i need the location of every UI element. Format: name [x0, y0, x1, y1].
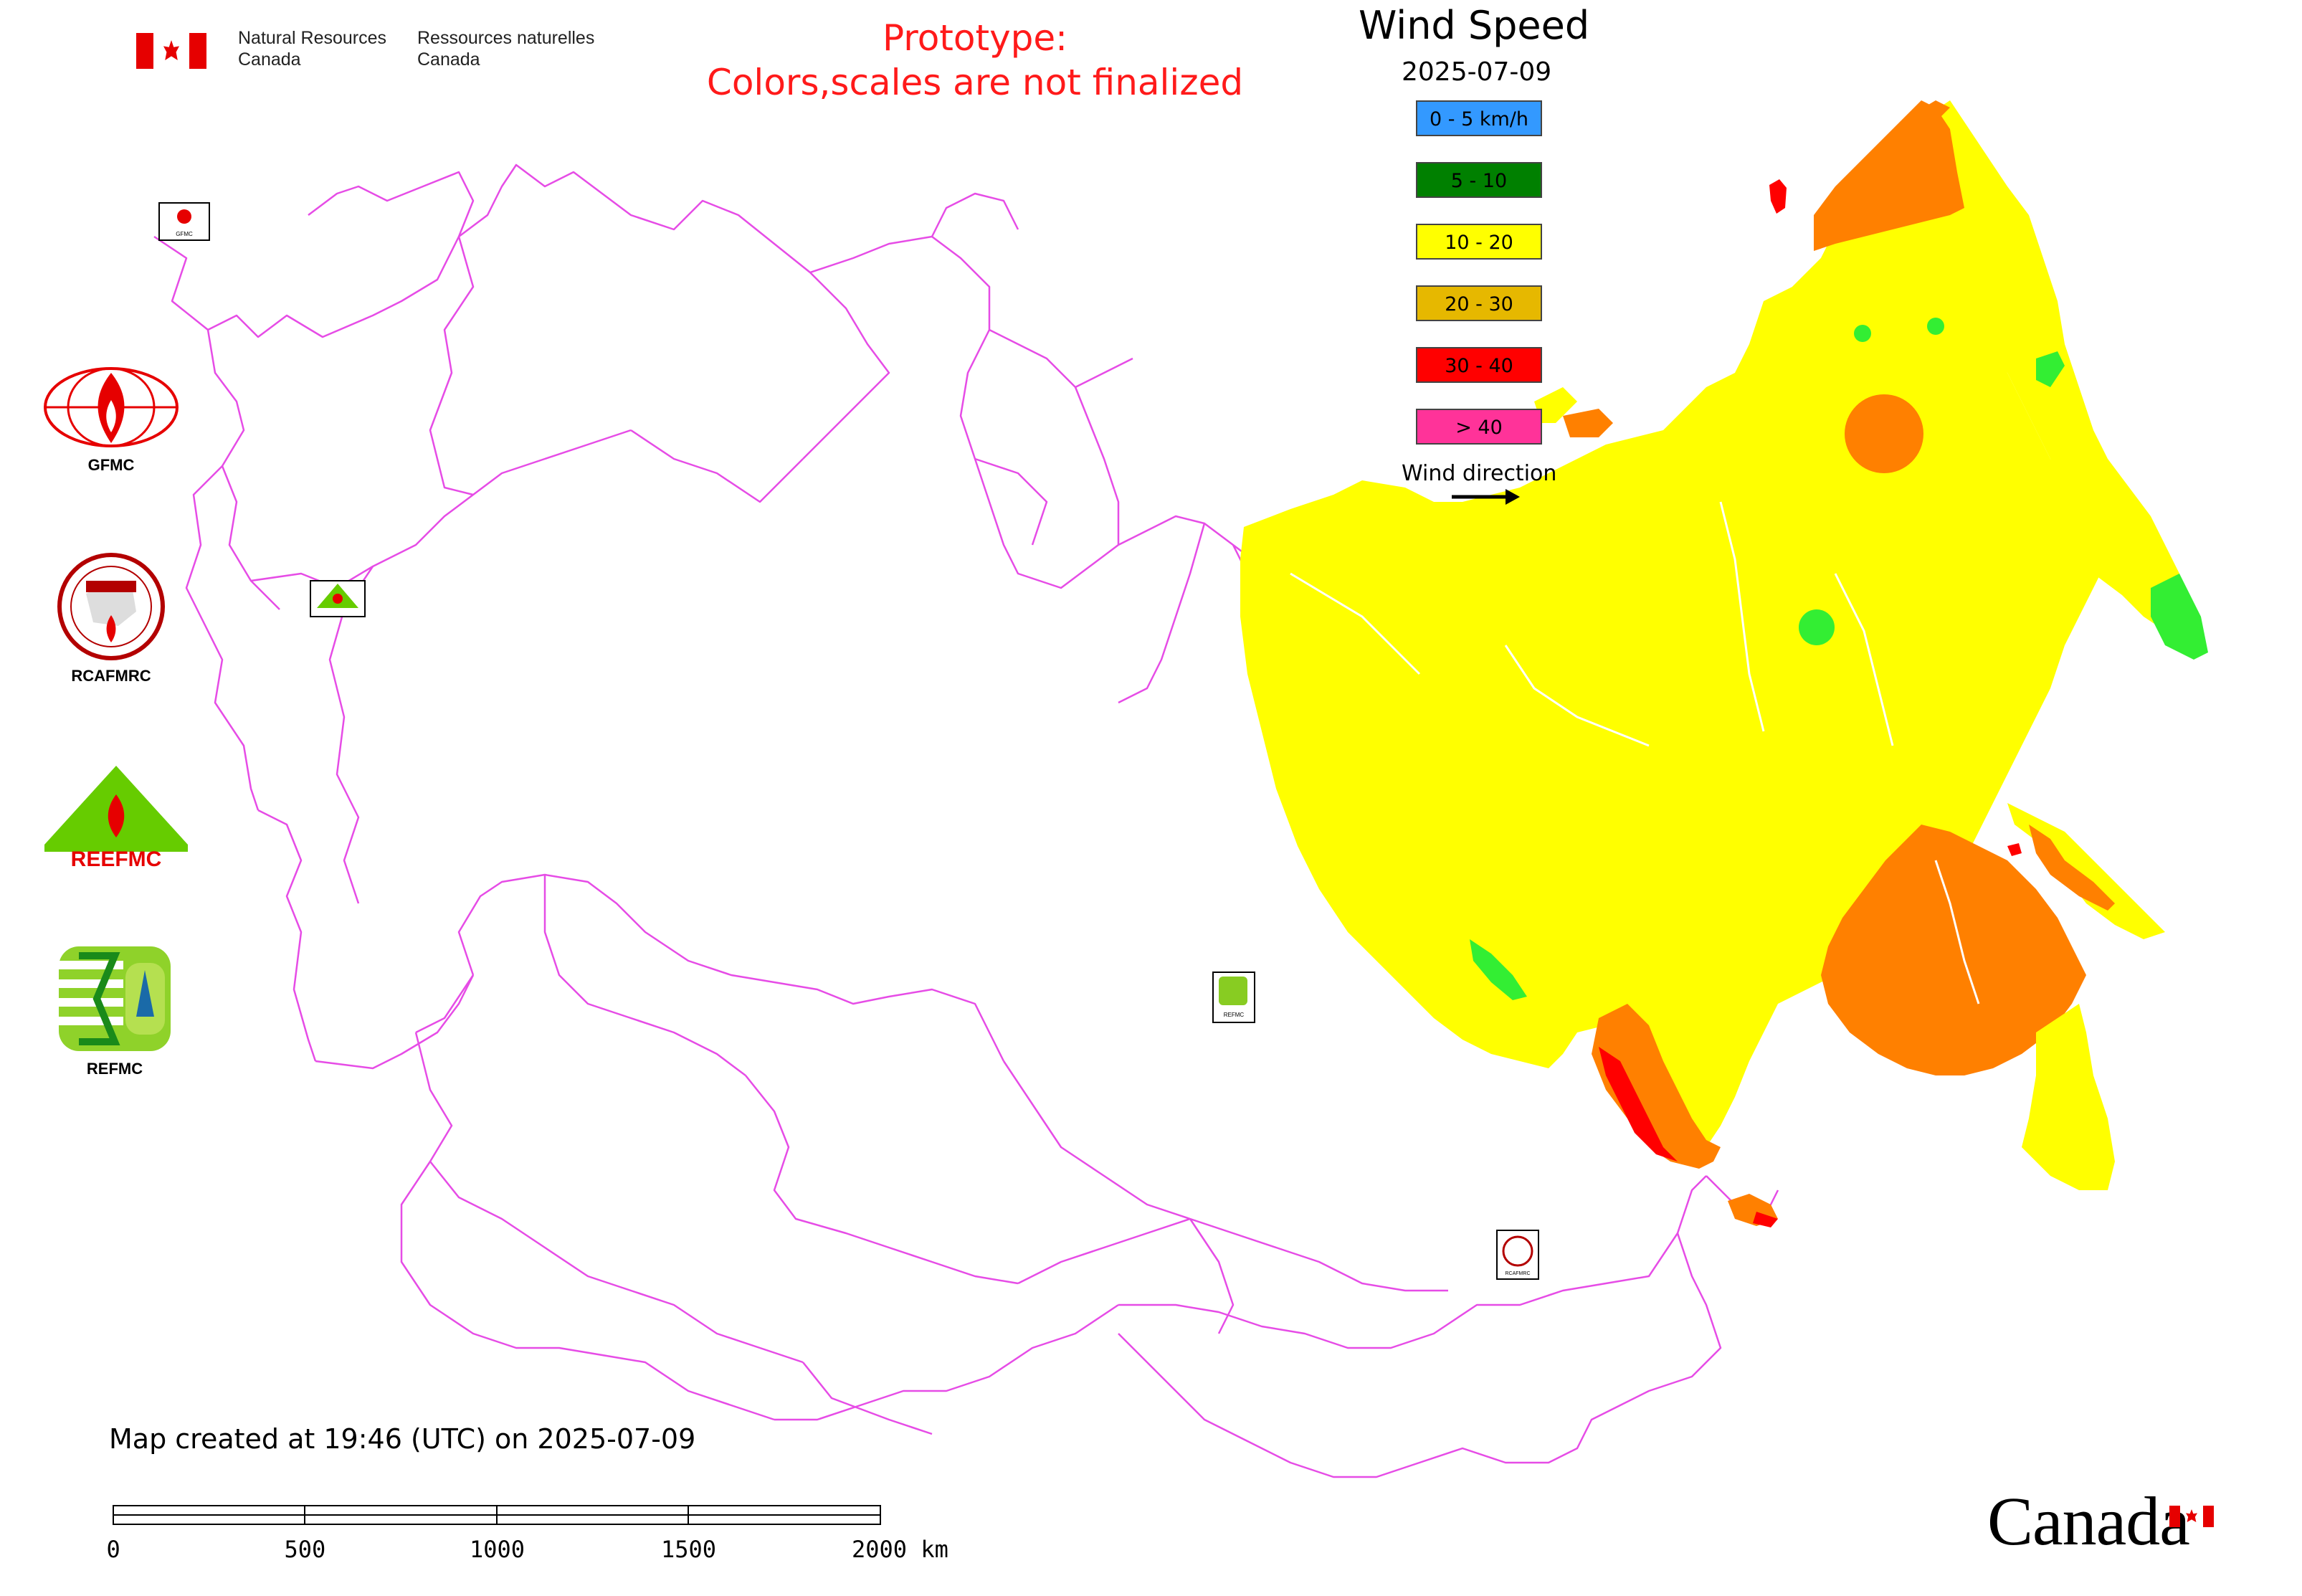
- gfmc-label: GFMC: [87, 456, 135, 474]
- legend-item: 30 - 40: [1416, 347, 1542, 383]
- canada-wordmark-text: Canada: [1987, 1483, 2190, 1559]
- rcafmrc-label: RCAFMRC: [71, 667, 151, 685]
- legend-item: 10 - 20: [1416, 224, 1542, 260]
- wind-direction-arrow-icon: [1452, 489, 1520, 505]
- rivers-lakes: [1290, 501, 1980, 1004]
- nrcan-signature: Natural Resources Canada Ressources natu…: [136, 27, 595, 77]
- agency-name-fr: Ressources naturelles Canada: [417, 28, 595, 70]
- gfmc-logo: GFMC: [42, 364, 181, 479]
- scale-tick-label: 1500: [661, 1536, 717, 1563]
- map-created-text: Map created at 19:46 (UTC) on 2025-07-09: [109, 1423, 696, 1455]
- canada-wordmark: Canada: [1987, 1481, 2190, 1561]
- legend-title: Wind Speed: [1359, 3, 1590, 48]
- rcafmrc-logo: RCAFMRC: [43, 551, 179, 694]
- refmc-label: REFMC: [86, 1060, 143, 1078]
- refmc-logo: REFMC: [57, 945, 172, 1088]
- scale-tick-label: 2000 km: [852, 1536, 948, 1563]
- scale-tick-label: 1000: [470, 1536, 525, 1563]
- wind-zone-20-30: [1814, 100, 1964, 251]
- scale-tick-label: 0: [106, 1536, 120, 1563]
- svg-text:REFMC: REFMC: [1224, 1012, 1245, 1018]
- reefmc-marker-icon[interactable]: [310, 580, 366, 617]
- svg-text:GFMC: GFMC: [176, 231, 193, 237]
- canada-flag-icon: [136, 33, 206, 69]
- wind-direction-label: Wind direction: [1402, 461, 1557, 486]
- canada-wordmark-flag-icon: [2169, 1506, 2214, 1527]
- scale-bar: [113, 1505, 881, 1525]
- svg-text:REEFMC: REEFMC: [71, 847, 162, 871]
- reefmc-logo-icon: REEFMC: [44, 766, 188, 871]
- legend-item: 20 - 30: [1416, 285, 1542, 321]
- gfmc-logo-icon: [44, 367, 179, 447]
- refmc-marker-icon[interactable]: REFMC: [1212, 972, 1255, 1023]
- legend-item: 0 - 5 km/h: [1416, 100, 1542, 136]
- legend-item: > 40: [1416, 409, 1542, 445]
- map-markers[interactable]: GFMC REFMC RCAFMRC: [158, 202, 1539, 1280]
- wind-speed-fields: [1240, 100, 2208, 1227]
- legend-item: 5 - 10: [1416, 162, 1542, 198]
- refmc-logo-icon: [59, 946, 171, 1051]
- legend-date: 2025-07-09: [1402, 57, 1552, 87]
- gfmc-marker-icon[interactable]: GFMC: [158, 202, 210, 241]
- scale-tick-label: 500: [284, 1536, 326, 1563]
- reefmc-logo: REEFMC: [37, 766, 195, 873]
- svg-text:RCAFMRC: RCAFMRC: [1506, 1271, 1531, 1276]
- prototype-warning: Prototype: Colors,scales are not finaliz…: [706, 17, 1244, 103]
- rcafmrc-marker-icon[interactable]: RCAFMRC: [1496, 1230, 1539, 1280]
- rcafmrc-logo-icon: [57, 553, 165, 660]
- agency-name-en: Natural Resources Canada: [238, 28, 387, 70]
